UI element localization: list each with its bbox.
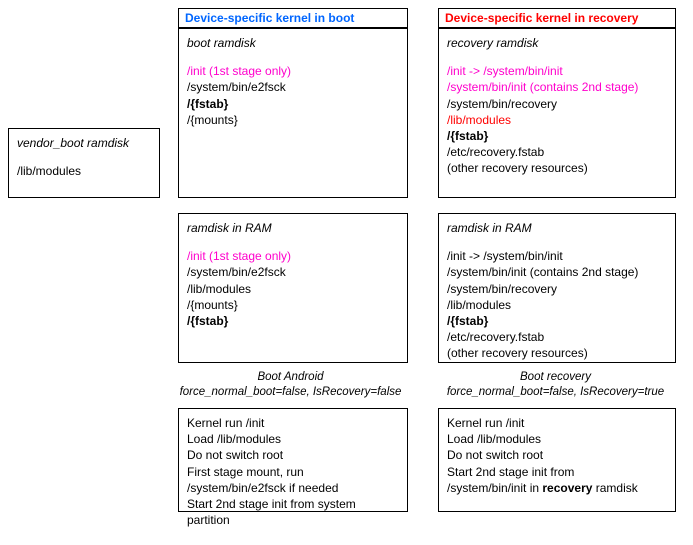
file-line: /{mounts} <box>187 297 399 313</box>
file-line: /{fstab} <box>187 313 399 329</box>
file-line: /init (1st stage only) <box>187 248 399 264</box>
diagram-container: vendor_boot ramdisk /lib/modules Device-… <box>8 8 685 537</box>
recovery-caption: Boot recovery force_normal_boot=false, I… <box>428 370 683 400</box>
file-line: /{fstab} <box>447 313 667 329</box>
file-line: /system/bin/init (contains 2nd stage) <box>447 79 667 95</box>
boot-steps-lines: Kernel run /initLoad /lib/modulesDo not … <box>187 415 399 528</box>
file-line: /etc/recovery.fstab <box>447 144 667 160</box>
step-line: Do not switch root <box>187 447 399 463</box>
boot-header: Device-specific kernel in boot <box>178 8 408 28</box>
file-line: /system/bin/e2fsck <box>187 264 399 280</box>
recovery-ramdisk-title: recovery ramdisk <box>447 35 667 51</box>
file-line: /{fstab} <box>447 128 667 144</box>
file-line: /system/bin/recovery <box>447 281 667 297</box>
boot-caption: Boot Android force_normal_boot=false, Is… <box>158 370 423 400</box>
recovery-ramdisk-box: recovery ramdisk /init -> /system/bin/in… <box>438 28 676 198</box>
file-line: (other recovery resources) <box>447 160 667 176</box>
boot-ram-lines: /init (1st stage only)/system/bin/e2fsck… <box>187 248 399 329</box>
boot-ramdisk-box: boot ramdisk /init (1st stage only)/syst… <box>178 28 408 198</box>
boot-ram-title: ramdisk in RAM <box>187 220 399 236</box>
file-line: /{fstab} <box>187 96 399 112</box>
file-line: /{mounts} <box>187 112 399 128</box>
recovery-ram-title: ramdisk in RAM <box>447 220 667 236</box>
file-line: /init (1st stage only) <box>187 63 399 79</box>
recovery-ramdisk-lines: /init -> /system/bin/init/system/bin/ini… <box>447 63 667 176</box>
vendor-boot-box: vendor_boot ramdisk /lib/modules <box>8 128 160 198</box>
file-line: /system/bin/init (contains 2nd stage) <box>447 264 667 280</box>
file-line: (other recovery resources) <box>447 345 667 361</box>
vendor-boot-title: vendor_boot ramdisk <box>17 135 151 151</box>
boot-ramdisk-lines: /init (1st stage only)/system/bin/e2fsck… <box>187 63 399 128</box>
boot-ramdisk-title: boot ramdisk <box>187 35 399 51</box>
step-line: Load /lib/modules <box>187 431 399 447</box>
file-line: /system/bin/recovery <box>447 96 667 112</box>
step-line: First stage mount, run <box>187 464 399 480</box>
file-line: /lib/modules <box>447 112 667 128</box>
file-line: /init -> /system/bin/init <box>447 63 667 79</box>
step-line: Kernel run /init <box>447 415 667 431</box>
file-line: /etc/recovery.fstab <box>447 329 667 345</box>
step-line: /system/bin/e2fsck if needed <box>187 480 399 496</box>
vendor-boot-line: /lib/modules <box>17 163 151 179</box>
step-line: Kernel run /init <box>187 415 399 431</box>
file-line: /init -> /system/bin/init <box>447 248 667 264</box>
boot-steps-box: Kernel run /initLoad /lib/modulesDo not … <box>178 408 408 512</box>
recovery-steps-lines: Kernel run /initLoad /lib/modulesDo not … <box>447 415 667 496</box>
file-line: /lib/modules <box>447 297 667 313</box>
boot-ram-box: ramdisk in RAM /init (1st stage only)/sy… <box>178 213 408 363</box>
file-line: /lib/modules <box>187 281 399 297</box>
step-line: Start 2nd stage init from system partiti… <box>187 496 399 528</box>
recovery-ram-lines: /init -> /system/bin/init/system/bin/ini… <box>447 248 667 361</box>
step-line: Start 2nd stage init from <box>447 464 667 480</box>
step-line: Load /lib/modules <box>447 431 667 447</box>
recovery-steps-box: Kernel run /initLoad /lib/modulesDo not … <box>438 408 676 512</box>
recovery-ram-box: ramdisk in RAM /init -> /system/bin/init… <box>438 213 676 363</box>
step-line: Do not switch root <box>447 447 667 463</box>
step-line: /system/bin/init in recovery ramdisk <box>447 480 667 496</box>
recovery-header: Device-specific kernel in recovery <box>438 8 676 28</box>
file-line: /system/bin/e2fsck <box>187 79 399 95</box>
